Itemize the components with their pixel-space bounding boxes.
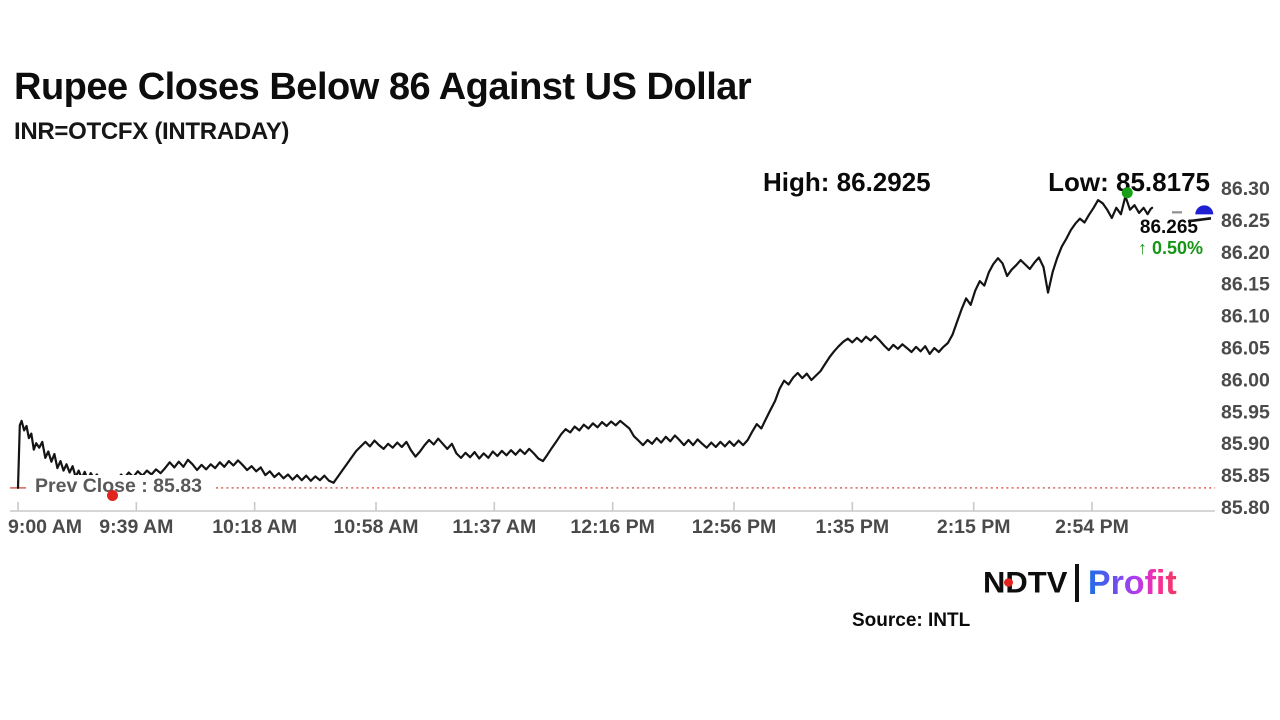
y-tick-label: 85.85	[1221, 465, 1270, 487]
high-marker-dot	[1121, 187, 1133, 199]
page-title: Rupee Closes Below 86 Against US Dollar	[14, 66, 752, 108]
last-price-label: 86.265	[1139, 217, 1198, 238]
y-tick-label: 85.90	[1221, 433, 1270, 455]
ndtv-text: NDTV	[983, 565, 1068, 600]
y-tick-label: 86.15	[1221, 274, 1270, 296]
profit-wordmark: Profit	[1087, 564, 1177, 602]
x-tick-label: 10:18 AM	[212, 516, 297, 538]
source-label: Source: INTL	[852, 610, 971, 631]
x-tick-label: 9:39 AM	[99, 516, 173, 538]
x-tick-label: 10:58 AM	[334, 516, 419, 538]
last-price-underline-dash	[1187, 217, 1212, 223]
ndtv-profit-logo: NDTV Profit	[983, 563, 1177, 603]
x-tick-label: 12:16 PM	[570, 516, 655, 538]
series-line	[16, 195, 1154, 497]
x-tick-label: 9:00 AM	[8, 516, 82, 538]
ndtv-wordmark: NDTV	[983, 564, 1067, 602]
change-percent-label: ↑ 0.50%	[1137, 238, 1203, 258]
x-tick-label: 12:56 PM	[692, 516, 777, 538]
y-tick-label: 85.80	[1221, 497, 1270, 519]
low-marker-dot	[106, 490, 118, 502]
last-price-marker	[1195, 205, 1214, 215]
y-tick-label: 86.30	[1221, 178, 1270, 200]
logo-divider	[1075, 564, 1079, 602]
x-tick-label: 11:37 AM	[452, 516, 536, 538]
y-tick-label: 86.00	[1221, 369, 1270, 391]
prev-close-label: Prev Close : 85.83	[30, 475, 207, 498]
y-tick-label: 85.95	[1221, 401, 1270, 423]
y-tick-label: 86.25	[1221, 210, 1270, 232]
y-tick-label: 86.20	[1221, 242, 1270, 264]
y-tick-label: 86.05	[1221, 338, 1270, 360]
ndtv-red-dot-icon	[1004, 578, 1013, 587]
chart-subtitle-symbol: INR=OTCFX (INTRADAY)	[14, 118, 290, 145]
y-tick-label: 86.10	[1221, 306, 1270, 328]
x-tick-label: 1:35 PM	[815, 516, 889, 538]
x-tick-label: 2:15 PM	[937, 516, 1011, 538]
x-tick-label: 2:54 PM	[1055, 516, 1129, 538]
high-annotation: High: 86.2925	[763, 167, 931, 197]
